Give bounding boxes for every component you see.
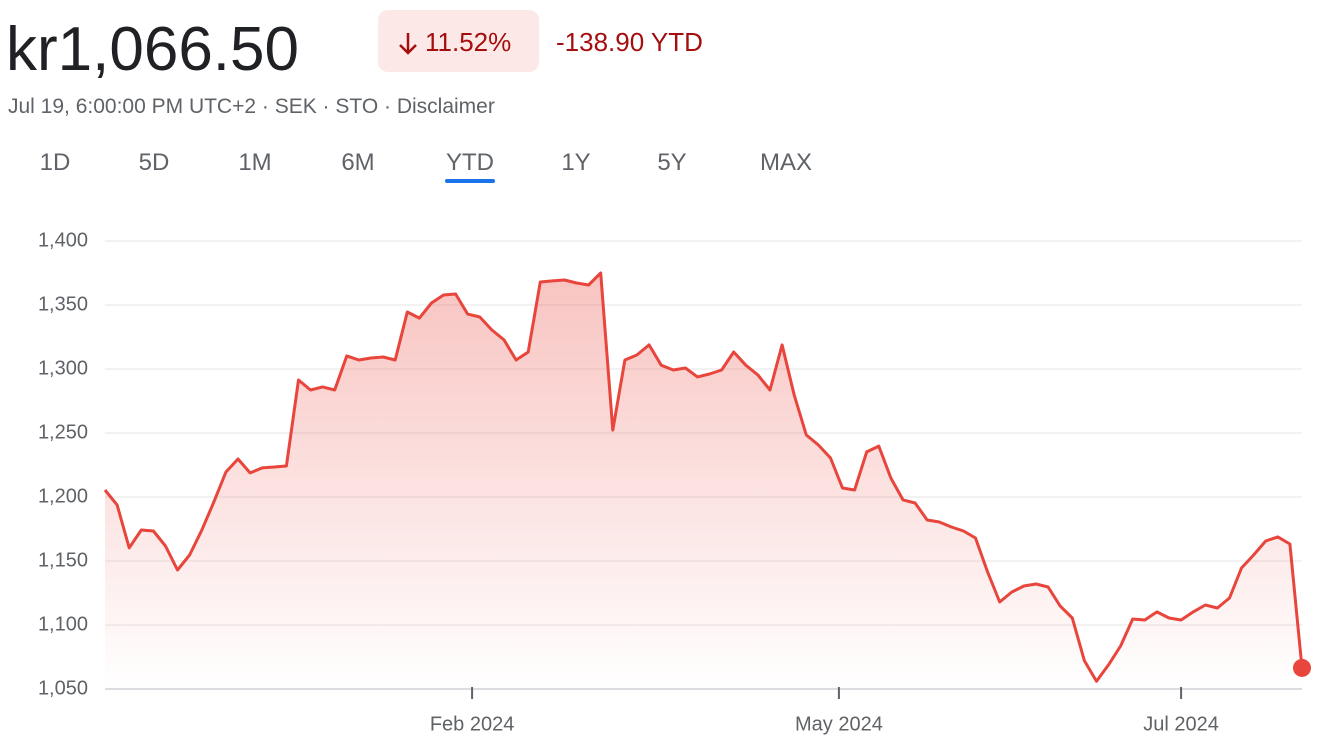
y-tick-label: 1,350 <box>38 293 88 315</box>
price-line <box>103 271 1304 683</box>
tab[interactable]: YTD <box>446 149 494 176</box>
x-tick-label: May 2024 <box>795 713 883 735</box>
tab[interactable]: 1M <box>238 149 271 176</box>
last-point <box>1293 658 1311 677</box>
change-chip <box>378 10 539 72</box>
price: kr1,066.50 <box>6 15 299 84</box>
y-tick-label: 1,400 <box>38 229 88 251</box>
area <box>105 273 1302 689</box>
tab[interactable]: 5D <box>139 149 170 176</box>
change-percent: 11.52% <box>425 27 511 57</box>
tab[interactable]: MAX <box>760 149 812 176</box>
tab[interactable]: 6M <box>341 149 374 176</box>
change-ytd: -138.90 YTD <box>556 27 703 57</box>
tab[interactable]: 1D <box>40 149 71 176</box>
subtitle: Jul 19, 6:00:00 PM UTC+2 · SEK · STO · D… <box>8 95 495 118</box>
x-tick-label: Feb 2024 <box>430 713 515 735</box>
down-arrow <box>399 33 417 55</box>
y-tick-label: 1,150 <box>38 549 88 571</box>
y-tick-label: 1,200 <box>38 485 88 507</box>
y-tick-label: 1,300 <box>38 357 88 379</box>
y-tick-label: 1,250 <box>38 421 88 443</box>
tab[interactable]: 5Y <box>657 149 686 176</box>
y-tick-label: 1,050 <box>38 677 88 699</box>
y-tick-label: 1,100 <box>38 613 88 635</box>
range-tabs: 1D 5D 1M 6M YTD 1Y 5Y MAX <box>40 149 812 183</box>
x-tick-label: Jul 2024 <box>1143 713 1219 735</box>
plot: 1,050 1,100 1,150 1,200 1,250 1,300 1,350 1,400… <box>38 229 1311 735</box>
tab[interactable]: 1Y <box>561 149 590 176</box>
